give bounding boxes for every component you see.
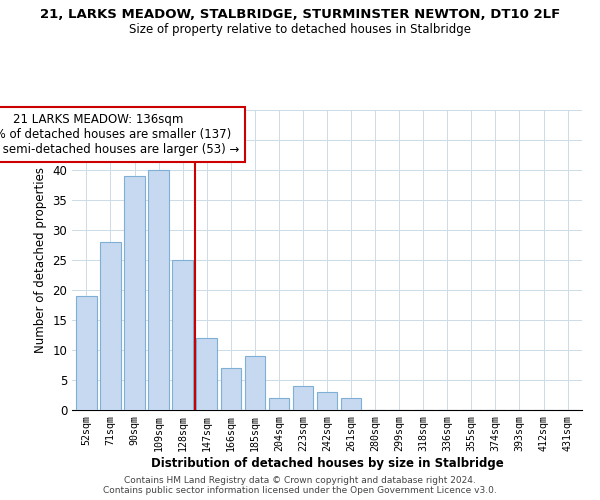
Text: 21, LARKS MEADOW, STALBRIDGE, STURMINSTER NEWTON, DT10 2LF: 21, LARKS MEADOW, STALBRIDGE, STURMINSTE… bbox=[40, 8, 560, 20]
Text: Distribution of detached houses by size in Stalbridge: Distribution of detached houses by size … bbox=[151, 458, 503, 470]
Bar bbox=[341, 398, 361, 410]
Bar bbox=[317, 392, 337, 410]
Bar bbox=[76, 296, 97, 410]
Bar bbox=[148, 170, 169, 410]
Bar bbox=[221, 368, 241, 410]
Bar bbox=[269, 398, 289, 410]
Bar bbox=[100, 242, 121, 410]
Bar bbox=[172, 260, 193, 410]
Text: 21 LARKS MEADOW: 136sqm
← 72% of detached houses are smaller (137)
28% of semi-d: 21 LARKS MEADOW: 136sqm ← 72% of detache… bbox=[0, 113, 239, 156]
Bar bbox=[124, 176, 145, 410]
Bar bbox=[245, 356, 265, 410]
Y-axis label: Number of detached properties: Number of detached properties bbox=[34, 167, 47, 353]
Text: Size of property relative to detached houses in Stalbridge: Size of property relative to detached ho… bbox=[129, 22, 471, 36]
Text: Contains HM Land Registry data © Crown copyright and database right 2024.
Contai: Contains HM Land Registry data © Crown c… bbox=[103, 476, 497, 495]
Bar bbox=[196, 338, 217, 410]
Bar bbox=[293, 386, 313, 410]
